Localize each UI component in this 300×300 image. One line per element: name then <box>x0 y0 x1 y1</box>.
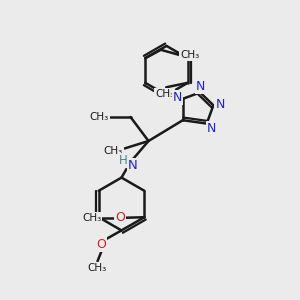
Text: O: O <box>116 211 125 224</box>
Text: CH₃: CH₃ <box>103 146 123 156</box>
Text: N: N <box>206 122 216 136</box>
Text: CH₃: CH₃ <box>88 263 107 273</box>
Text: CH₃: CH₃ <box>180 50 200 60</box>
Text: CH₃: CH₃ <box>82 213 101 223</box>
Text: N: N <box>128 159 138 172</box>
Text: CH₃: CH₃ <box>155 89 174 99</box>
Text: N: N <box>173 92 182 104</box>
Text: N: N <box>215 98 225 111</box>
Text: N: N <box>196 80 206 93</box>
Text: CH₃: CH₃ <box>90 112 109 122</box>
Text: H: H <box>118 154 127 167</box>
Text: O: O <box>97 238 106 251</box>
